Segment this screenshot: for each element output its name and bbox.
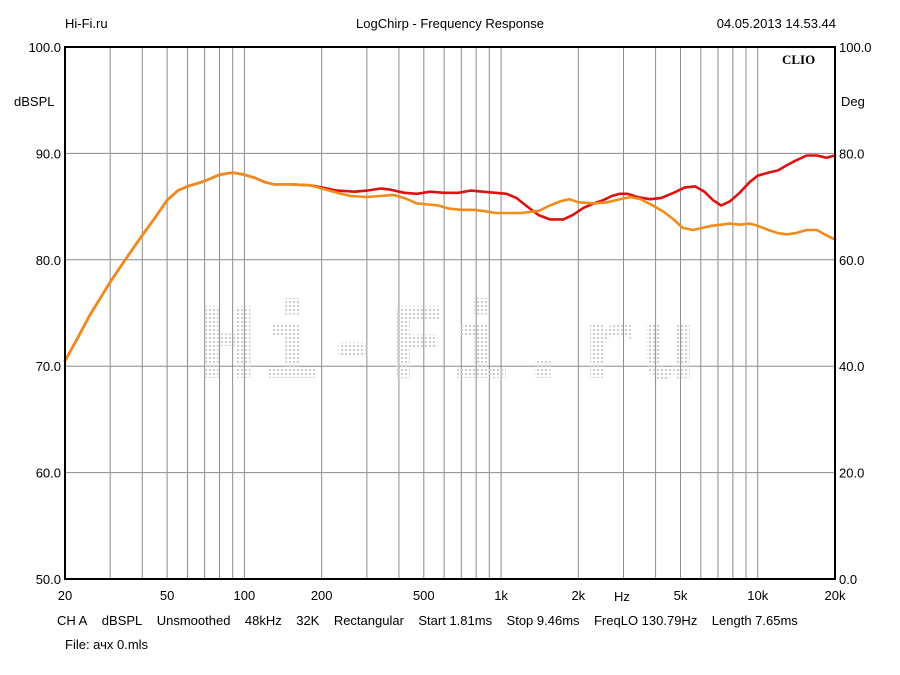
- footer-smoothing: Unsmoothed: [156, 613, 231, 628]
- footer-file: File: ачх 0.mls: [65, 637, 149, 652]
- y-tick-label: 70.0: [36, 359, 61, 374]
- y-tick-label: 100.0: [28, 40, 61, 55]
- footer-channel: CH A: [57, 613, 88, 628]
- footer-unit: dBSPL: [101, 613, 143, 628]
- y-axis-label: dBSPL: [14, 94, 55, 109]
- footer-start: Start 1.81ms: [418, 613, 493, 628]
- y2-axis-label: Deg: [841, 94, 865, 109]
- y2-tick-label: 20.0: [839, 466, 864, 481]
- grid-layer: [65, 47, 835, 579]
- y-tick-label: 90.0: [36, 146, 61, 161]
- header-timestamp: 04.05.2013 14.53.44: [716, 16, 836, 31]
- x-tick-label: 500: [413, 588, 435, 603]
- watermark-text: Hi-Fi.ru: [198, 288, 702, 402]
- series-line-2: [63, 171, 837, 363]
- x-tick-label: 50: [160, 588, 174, 603]
- header-left-label: Hi-Fi.ru: [65, 16, 108, 31]
- y2-tick-label: 100.0: [839, 40, 872, 55]
- footer-size: 32K: [296, 613, 320, 628]
- y2-tick-label: 80.0: [839, 146, 864, 161]
- y-tick-label: 60.0: [36, 466, 61, 481]
- x-tick-label: 5k: [674, 588, 688, 603]
- y2-tick-label: 0.0: [839, 572, 857, 587]
- y-tick-label: 50.0: [36, 572, 61, 587]
- ticks-layer: 20 50 100 200 500 1k 2k 5k 10k 20k 50.0 0.0 60.0 20.0…: [28, 40, 871, 603]
- y2-tick-label: 60.0: [839, 253, 864, 268]
- x-axis-unit-label: Hz: [614, 589, 630, 604]
- x-tick-label: 2k: [571, 588, 585, 603]
- watermark-layer: Hi-Fi.ru: [198, 288, 702, 402]
- footer-window: Rectangular: [333, 613, 404, 628]
- x-tick-label: 20: [58, 588, 72, 603]
- x-tick-label: 200: [311, 588, 333, 603]
- x-tick-label: 1k: [494, 588, 508, 603]
- x-tick-label: 100: [234, 588, 256, 603]
- footer-freqlo: FreqLO 130.79Hz: [593, 613, 698, 628]
- footer-settings-row: CH A dBSPL Unsmoothed 48kHz 32K Rectangu…: [57, 613, 798, 628]
- chart-title: LogChirp - Frequency Response: [356, 16, 544, 31]
- x-tick-label: 10k: [747, 588, 768, 603]
- plot-frame: [64, 46, 836, 580]
- series-layer: [63, 154, 837, 363]
- y2-tick-label: 40.0: [839, 359, 864, 374]
- footer-length: Length 7.65ms: [711, 613, 798, 628]
- y-tick-label: 80.0: [36, 253, 61, 268]
- clio-logo: CLIO: [782, 52, 816, 67]
- footer-stop: Stop 9.46ms: [506, 613, 580, 628]
- x-tick-label: 20k: [825, 588, 846, 603]
- footer-samplerate: 48kHz: [244, 613, 282, 628]
